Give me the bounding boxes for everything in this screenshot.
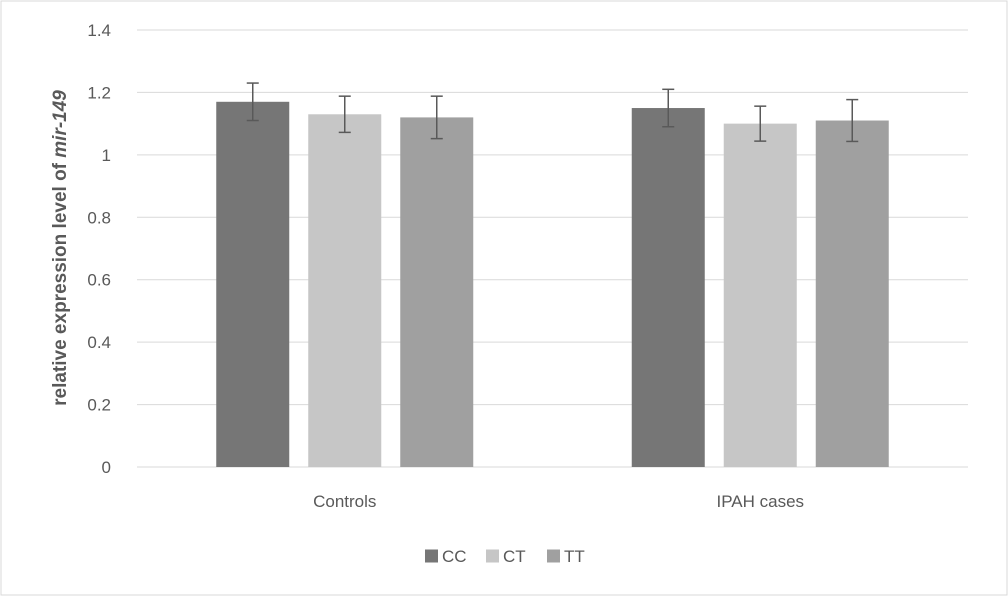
y-tick-label: 1.2 [87, 83, 111, 102]
bar-tt-controls [400, 117, 474, 468]
bar-ct-ipah-cases [723, 123, 797, 468]
legend-swatch-ct [486, 549, 499, 563]
y-tick-label: 1 [102, 146, 111, 165]
bar-cc-controls [216, 101, 290, 468]
y-tick-label: 0.2 [87, 396, 111, 415]
legend-swatch-cc [425, 549, 438, 563]
bars [216, 101, 889, 468]
bar-ct-controls [308, 114, 382, 468]
legend-swatch-tt [547, 549, 560, 563]
y-tick-label: 0.8 [87, 208, 111, 227]
y-axis-ticks: 0 0.2 0.4 0.6 0.8 1 1.2 1.4 [87, 21, 111, 477]
y-tick-label: 0.6 [87, 271, 111, 290]
y-axis-label-prefix: relative expression level of [50, 158, 71, 406]
x-category-label: IPAH cases [716, 492, 804, 511]
legend-label-tt: TT [564, 547, 585, 566]
y-tick-label: 1.4 [87, 21, 111, 40]
x-category-label: Controls [313, 492, 376, 511]
legend-label-ct: CT [503, 547, 526, 566]
bar-tt-ipah-cases [815, 120, 889, 468]
x-axis-categories: Controls IPAH cases [313, 492, 804, 511]
error-bars [246, 82, 859, 143]
y-axis-label: relative expression level of mir-149 [50, 90, 71, 406]
legend-label-cc: CC [442, 547, 467, 566]
y-tick-label: 0 [102, 458, 111, 477]
legend: CC CT TT [425, 547, 585, 566]
y-axis-label-italic: mir-149 [50, 90, 71, 158]
bar-cc-ipah-cases [631, 108, 705, 468]
y-tick-label: 0.4 [87, 333, 111, 352]
